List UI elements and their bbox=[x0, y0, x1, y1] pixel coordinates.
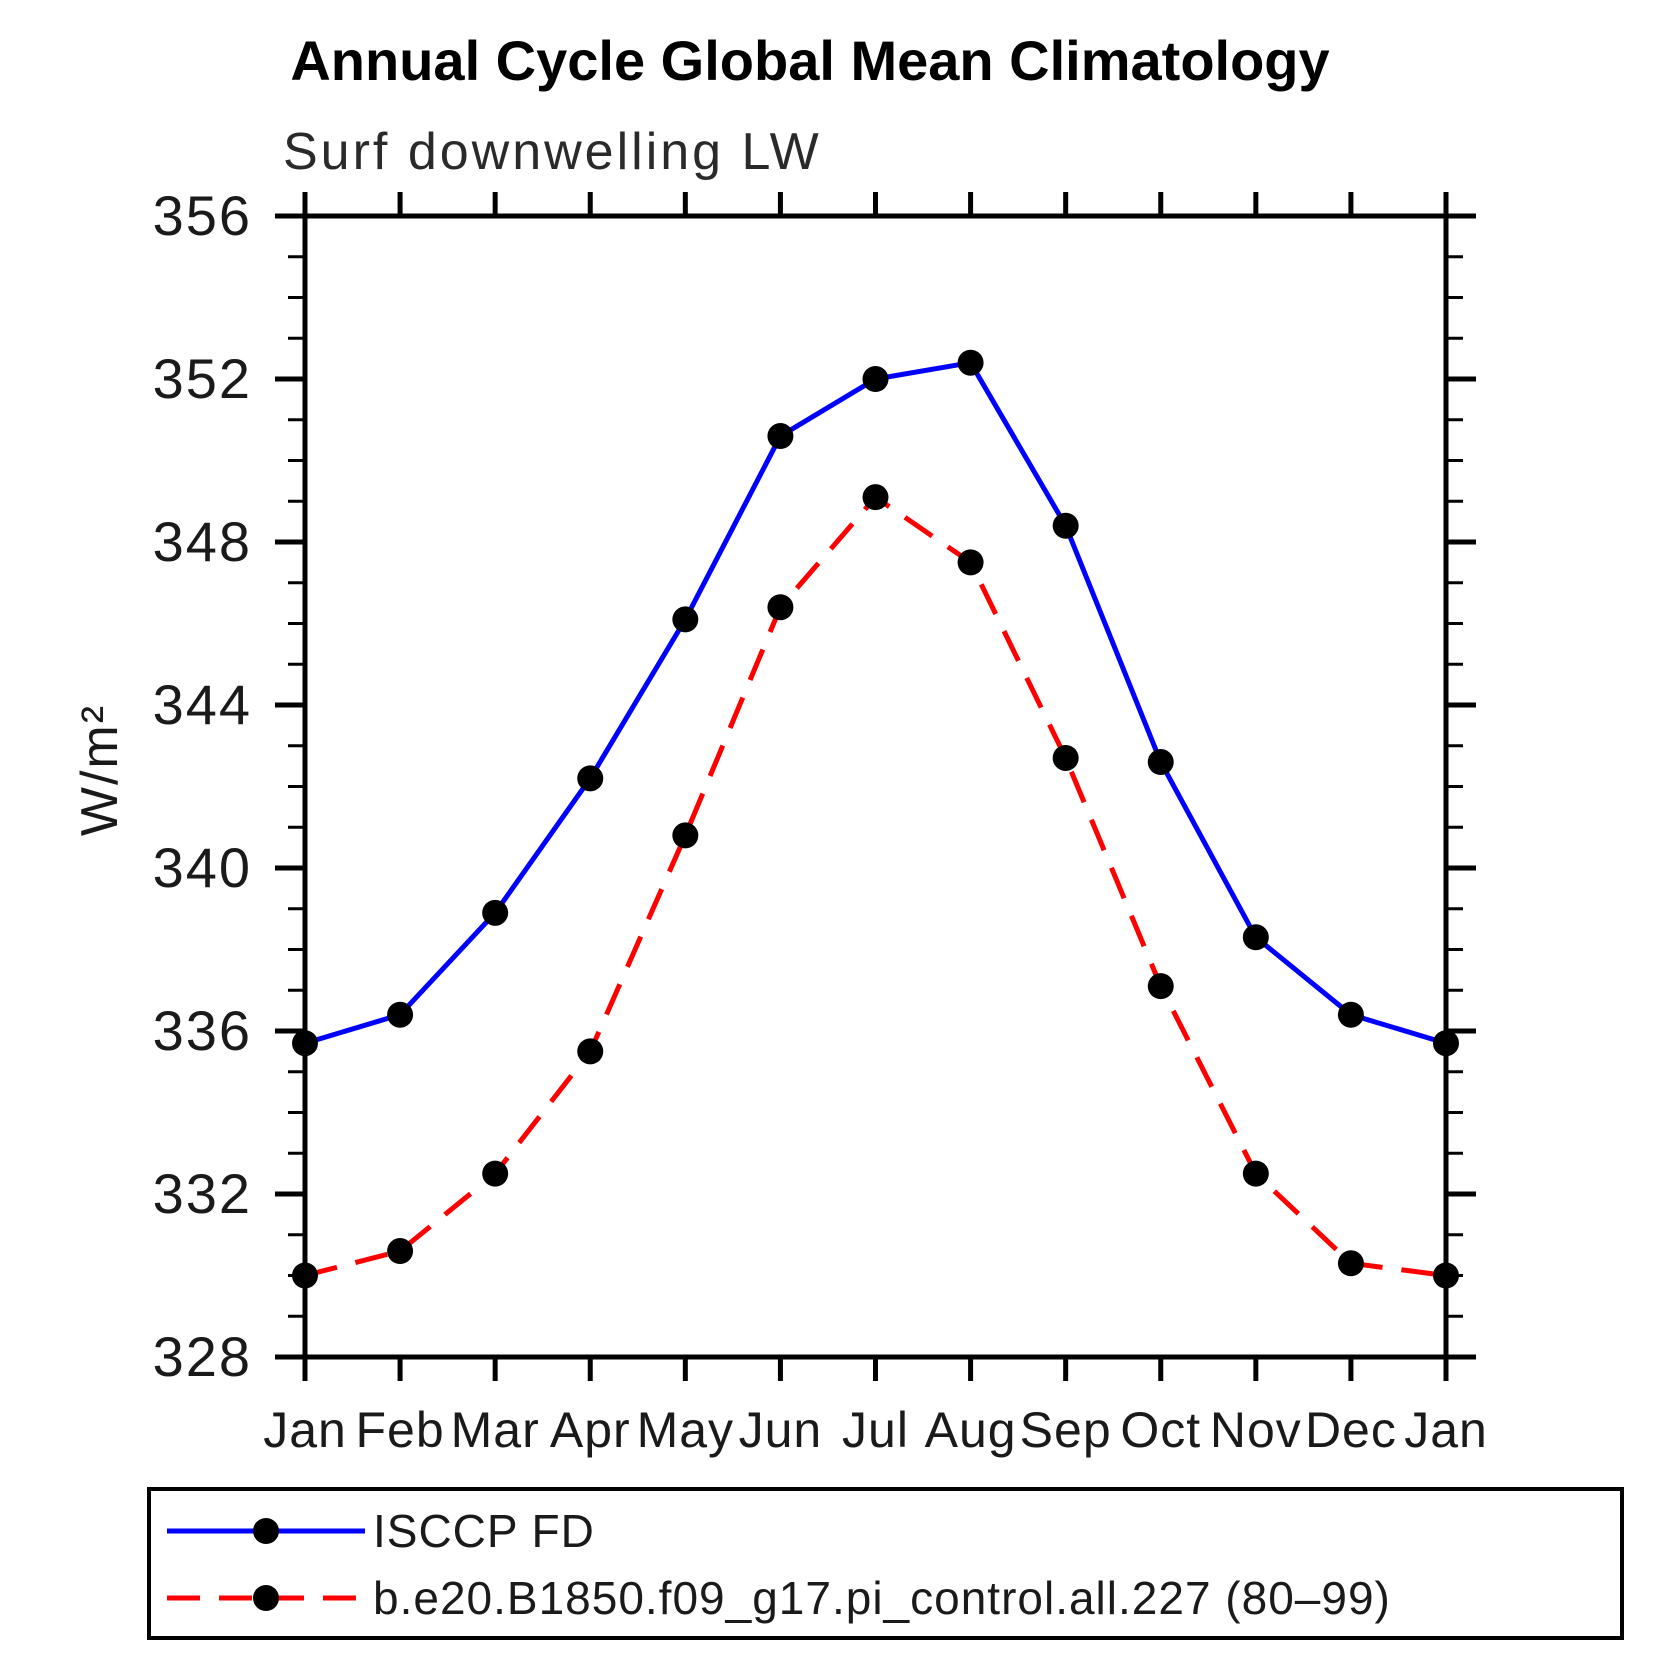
data-point-marker bbox=[672, 822, 699, 849]
y-tick-label: 344 bbox=[153, 673, 252, 736]
legend-line-sample-isccp bbox=[167, 1518, 365, 1544]
legend-row-model: b.e20.B1850.f09_g17.pi_control.all.227 (… bbox=[163, 1572, 1391, 1624]
x-tick-label: Jan bbox=[1404, 1402, 1488, 1458]
legend-label-isccp: ISCCP FD bbox=[373, 1505, 595, 1557]
series-line-1 bbox=[304, 493, 1447, 1278]
data-point-marker bbox=[577, 1038, 604, 1065]
x-tick-label: Jan bbox=[263, 1402, 347, 1458]
data-point-marker bbox=[767, 594, 794, 621]
x-tick-label: Sep bbox=[1020, 1402, 1112, 1458]
legend-box: ISCCP FD b.e20.B1850.f09_g17.pi_control.… bbox=[147, 1487, 1624, 1640]
data-point-marker bbox=[767, 423, 794, 450]
data-point-marker bbox=[1337, 1001, 1364, 1028]
data-point-marker bbox=[387, 1001, 414, 1028]
x-tick-label: May bbox=[637, 1402, 734, 1458]
data-point-marker bbox=[1433, 1030, 1459, 1057]
x-tick-label: Jun bbox=[739, 1402, 823, 1458]
y-tick-label: 328 bbox=[153, 1325, 252, 1388]
y-tick-label: 356 bbox=[153, 184, 252, 247]
legend-row-isccp: ISCCP FD bbox=[163, 1505, 595, 1557]
y-tick-label: 332 bbox=[153, 1162, 252, 1225]
legend-label-model: b.e20.B1850.f09_g17.pi_control.all.227 (… bbox=[373, 1572, 1391, 1624]
data-point-marker bbox=[1242, 1160, 1269, 1187]
data-point-marker bbox=[292, 1030, 318, 1057]
data-point-marker bbox=[957, 549, 984, 576]
data-point-marker bbox=[292, 1262, 318, 1289]
data-point-marker bbox=[1147, 973, 1174, 1000]
data-point-marker bbox=[1242, 924, 1269, 951]
data-point-marker bbox=[482, 899, 509, 926]
data-point-marker bbox=[862, 366, 889, 392]
x-tick-label: Aug bbox=[925, 1402, 1017, 1458]
data-point-marker bbox=[957, 349, 984, 376]
data-point-marker bbox=[1052, 744, 1079, 771]
data-point-marker bbox=[862, 484, 889, 511]
data-point-marker bbox=[387, 1238, 414, 1265]
chart-subtitle: Surf downwelling LW bbox=[283, 123, 822, 181]
series-line-0 bbox=[304, 359, 1447, 1046]
chart-title: Annual Cycle Global Mean Climatology bbox=[290, 29, 1330, 92]
x-tick-label: Jul bbox=[842, 1402, 909, 1458]
x-tick-label: Nov bbox=[1210, 1402, 1302, 1458]
y-tick-label: 352 bbox=[153, 347, 252, 410]
x-tick-label: Dec bbox=[1305, 1402, 1397, 1458]
data-point-marker bbox=[482, 1160, 509, 1187]
legend-line-sample-model bbox=[167, 1585, 365, 1611]
data-point-marker bbox=[577, 765, 604, 792]
data-point-marker bbox=[1052, 512, 1079, 539]
y-tick-label: 348 bbox=[153, 510, 252, 573]
data-point-marker bbox=[1337, 1250, 1364, 1277]
data-point-marker bbox=[1147, 749, 1174, 776]
x-tick-label: Mar bbox=[451, 1402, 540, 1458]
data-point-marker bbox=[1433, 1262, 1459, 1289]
y-tick-label: 340 bbox=[153, 836, 252, 899]
x-tick-label: Apr bbox=[550, 1402, 631, 1458]
x-tick-label: Oct bbox=[1120, 1402, 1201, 1458]
x-tick-label: Feb bbox=[355, 1402, 444, 1458]
data-point-marker bbox=[672, 606, 699, 633]
y-tick-label: 336 bbox=[153, 999, 252, 1062]
